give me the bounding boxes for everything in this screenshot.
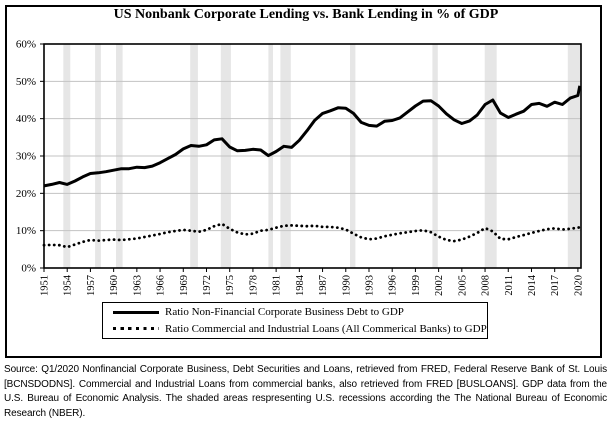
- y-tick-label: 20%: [16, 188, 36, 200]
- x-tick-label: 1960: [109, 275, 120, 296]
- legend-item-nonfinancial-debt: Ratio Non-Financial Corporate Business D…: [103, 304, 487, 320]
- chart-figure-border: [5, 5, 602, 358]
- x-tick-label: 1990: [341, 275, 352, 296]
- y-tick-label: 40%: [16, 113, 36, 125]
- plot-border: [43, 43, 582, 269]
- x-tick-label: 2011: [504, 275, 515, 296]
- x-tick-label: 1999: [411, 275, 422, 296]
- source-note: Source: Q1/2020 Nonfinancial Corporate B…: [4, 364, 607, 419]
- x-tick-label: 2005: [457, 275, 468, 296]
- x-tick-label: 1963: [132, 275, 143, 296]
- series-dotted-line: [42, 222, 582, 249]
- x-tick-label: 1978: [248, 275, 259, 296]
- y-tick-label: 60%: [16, 39, 36, 51]
- y-tick-label: 0%: [21, 263, 36, 275]
- legend-item-commercial-loans: Ratio Commercial and Industrial Loans (A…: [103, 321, 487, 337]
- legend: Ratio Non-Financial Corporate Business D…: [102, 302, 488, 339]
- dotted-line-sample-icon: [113, 327, 159, 331]
- legend-label-dotted: Ratio Commercial and Industrial Loans (A…: [165, 322, 487, 335]
- x-axis-labels: 1951 1954 1957 1960 1963 1966 1969 1972 1975 1978…: [40, 268, 584, 296]
- x-tick-label: 2017: [550, 275, 561, 296]
- x-tick-label: 1981: [272, 275, 283, 296]
- x-tick-label: 1984: [295, 274, 306, 296]
- x-tick-label: 1966: [156, 275, 167, 296]
- x-tick-label: 1957: [86, 275, 97, 296]
- x-tick-label: 1954: [63, 274, 74, 296]
- x-tick-label: 2020: [573, 275, 584, 296]
- x-tick-label: 1987: [318, 275, 329, 296]
- x-tick-label: 1951: [40, 275, 51, 296]
- x-tick-label: 1975: [225, 275, 236, 296]
- y-axis-labels: 0% 10% 20% 30% 40% 50% 60%: [16, 39, 44, 275]
- gridlines: [44, 80, 581, 232]
- x-tick-label: 2002: [434, 275, 445, 296]
- x-tick-label: 1993: [364, 275, 375, 296]
- chart-title: US Nonbank Corporate Lending vs. Bank Le…: [113, 7, 499, 22]
- solid-line-sample-icon: [113, 310, 159, 314]
- series-solid-line: [43, 85, 582, 188]
- legend-label-solid: Ratio Non-Financial Corporate Business D…: [165, 306, 404, 319]
- x-tick-label: 1972: [202, 275, 213, 296]
- data-series: [42, 85, 582, 249]
- x-tick-label: 1969: [179, 275, 190, 296]
- x-tick-label: 2008: [481, 275, 492, 296]
- y-tick-label: 30%: [16, 151, 36, 163]
- x-tick-label: 1996: [388, 275, 399, 296]
- y-tick-label: 10%: [16, 225, 36, 237]
- y-tick-label: 50%: [16, 76, 36, 88]
- x-tick-label: 2014: [527, 274, 538, 296]
